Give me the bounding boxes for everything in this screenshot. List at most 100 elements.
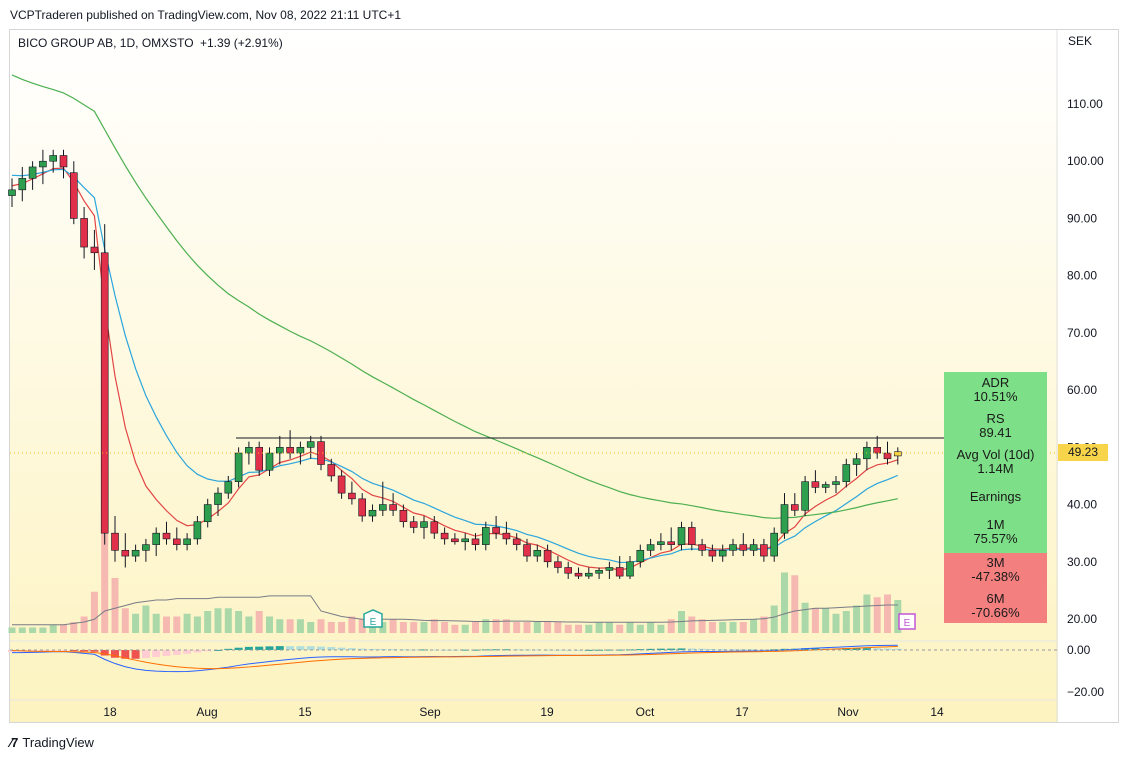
candle-body[interactable] [39, 160, 47, 168]
earnings-marker-1[interactable]: E [363, 609, 383, 628]
candle-body[interactable] [657, 541, 665, 545]
candle-body[interactable] [451, 538, 459, 543]
candle-body[interactable] [636, 550, 645, 563]
candle-body[interactable] [368, 509, 377, 517]
candle-body[interactable] [502, 532, 511, 540]
candle-body[interactable] [337, 475, 346, 494]
candle-body[interactable] [533, 550, 542, 557]
candle-body[interactable] [584, 572, 593, 577]
candle-body[interactable] [564, 567, 573, 574]
candle-body[interactable] [173, 538, 181, 545]
candle-body[interactable] [883, 452, 892, 460]
candle-body[interactable] [296, 447, 305, 454]
perf-3m-label: 3M [986, 555, 1005, 570]
candle-body[interactable] [790, 504, 799, 511]
candle-body[interactable] [749, 544, 758, 551]
macd-histogram-bar [275, 646, 284, 650]
candle-body[interactable] [28, 166, 37, 179]
candle-body[interactable] [8, 189, 16, 196]
macd-histogram-bar [687, 648, 696, 650]
candle-body[interactable] [760, 544, 768, 557]
volume-bar [70, 622, 78, 633]
candle-body[interactable] [317, 441, 325, 465]
candle-body[interactable] [255, 447, 263, 471]
candle-body[interactable] [718, 550, 727, 557]
candle-body[interactable] [131, 550, 140, 557]
candle-body[interactable] [286, 447, 294, 454]
candle-body[interactable] [100, 252, 109, 534]
candle-body[interactable] [193, 521, 202, 540]
candle-body[interactable] [646, 544, 655, 551]
chart-frame[interactable] [9, 29, 1119, 723]
candle-body[interactable] [461, 538, 470, 543]
earnings-marker-2[interactable]: E [898, 613, 916, 630]
candle-body[interactable] [554, 561, 562, 568]
candle-body[interactable] [852, 458, 861, 465]
candle-body[interactable] [121, 550, 130, 557]
candle-body[interactable] [399, 509, 408, 523]
candle-body[interactable] [492, 527, 500, 534]
candle-body[interactable] [626, 561, 634, 577]
candle-body[interactable] [327, 464, 336, 477]
candle-body[interactable] [832, 481, 840, 485]
candle-body[interactable] [70, 172, 78, 219]
candle-body[interactable] [873, 447, 882, 454]
candle-body[interactable] [739, 544, 748, 551]
candle-body[interactable] [49, 155, 58, 162]
volume-bar [513, 622, 521, 633]
candle-body[interactable] [90, 246, 99, 254]
candle-body[interactable] [605, 567, 614, 571]
candle-body[interactable] [358, 498, 367, 517]
candle-body[interactable] [543, 550, 552, 563]
candle-body[interactable] [430, 521, 439, 534]
candle-body[interactable] [481, 527, 490, 545]
candle-body[interactable] [80, 218, 88, 248]
candle-body[interactable] [214, 492, 222, 505]
candle-body[interactable] [667, 541, 676, 545]
candle-body[interactable] [162, 532, 171, 540]
candle-body[interactable] [224, 481, 233, 494]
candle-body[interactable] [595, 570, 603, 574]
candle-body[interactable] [111, 532, 119, 551]
candle-body[interactable] [389, 504, 397, 511]
candle-body[interactable] [245, 447, 253, 454]
macd-histogram-bar [193, 650, 202, 653]
candle-body[interactable] [420, 521, 428, 528]
candle-body[interactable] [677, 527, 686, 545]
candle-body[interactable] [801, 481, 809, 511]
candle-body[interactable] [409, 521, 418, 528]
time-axis-tick: Sep [419, 705, 441, 719]
candle-body[interactable] [378, 504, 387, 511]
candle-body[interactable] [265, 452, 274, 471]
candle-body[interactable] [687, 527, 696, 545]
candle-body[interactable] [512, 538, 521, 545]
candle-body[interactable] [275, 447, 284, 454]
candle-body[interactable] [729, 544, 737, 551]
candle-body[interactable] [234, 452, 243, 482]
candle-body[interactable] [842, 464, 851, 482]
candle-body[interactable] [471, 538, 480, 545]
candle-body[interactable] [440, 532, 449, 540]
candle-body[interactable] [893, 451, 902, 457]
candle-body[interactable] [770, 532, 779, 557]
volume-bar [801, 602, 809, 633]
candle-body[interactable] [574, 572, 583, 577]
candle-body[interactable] [142, 544, 150, 551]
candle-body[interactable] [811, 481, 820, 488]
candle-body[interactable] [348, 492, 356, 500]
candle-body[interactable] [821, 484, 830, 488]
candle-body[interactable] [780, 504, 789, 534]
candle-body[interactable] [615, 567, 624, 577]
candle-body[interactable] [152, 532, 160, 545]
candle-body[interactable] [18, 178, 27, 191]
candle-body[interactable] [59, 155, 68, 168]
candle-body[interactable] [183, 538, 191, 545]
candle-body[interactable] [523, 544, 531, 557]
tradingview-footer[interactable]: ⁄7 TradingView [10, 735, 94, 750]
publisher-line: VCPTraderen published on TradingView.com… [10, 8, 402, 22]
candle-body[interactable] [698, 544, 706, 551]
candle-body[interactable] [708, 550, 717, 557]
candle-body[interactable] [203, 504, 212, 523]
candle-body[interactable] [306, 441, 315, 448]
